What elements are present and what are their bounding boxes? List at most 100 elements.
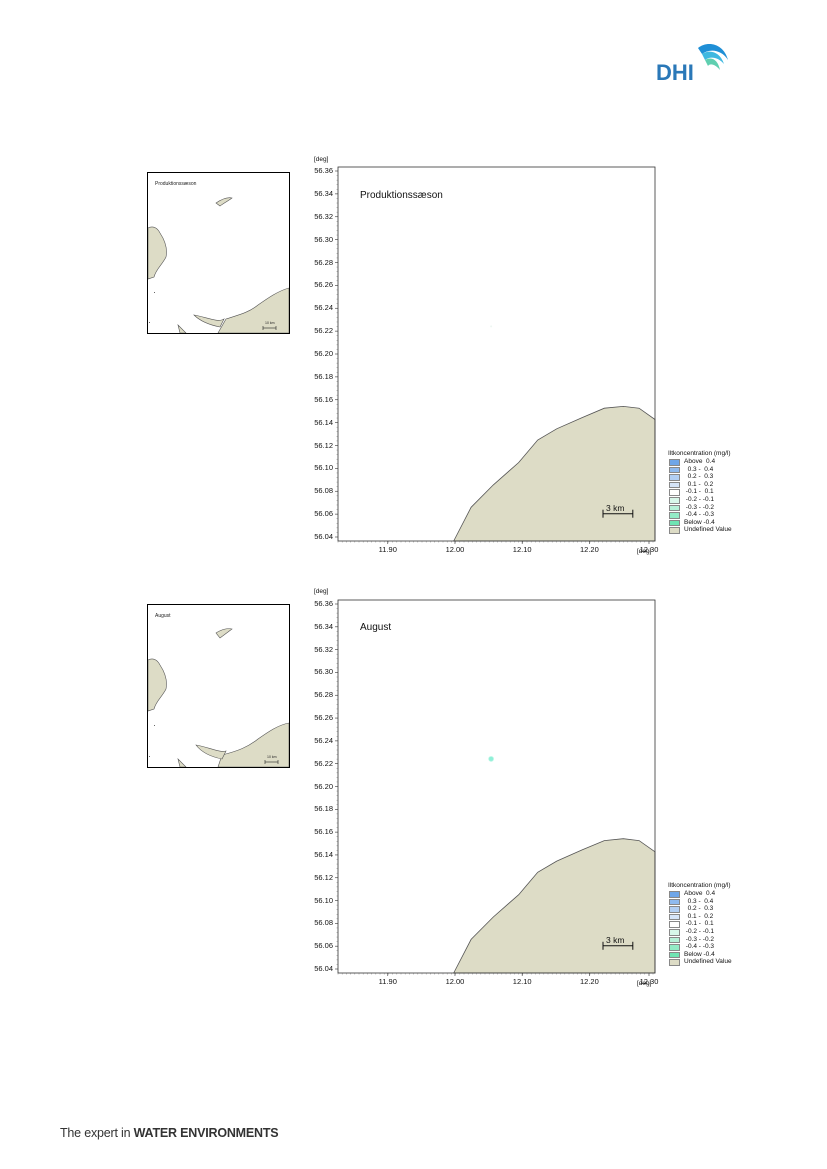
legend-swatch <box>669 512 680 519</box>
y-tick-label: 56.06 <box>314 941 333 951</box>
legend-item: Below -0.4 <box>668 518 758 527</box>
legend-item: Undefined Value <box>668 526 758 534</box>
legend-label: 0.1 - 0.2 <box>684 912 714 920</box>
legend-2: Iltkoncentration (mg/l) Above 0.4 0.3 - 0… <box>668 882 758 972</box>
y-tick-label: 56.24 <box>314 303 333 313</box>
legend-label: -0.3 - -0.2 <box>684 935 714 943</box>
x-tick-label: 12.30 <box>639 977 659 986</box>
y-tick-label: 56.26 <box>314 713 333 723</box>
overview-map-2-title: August <box>155 613 171 619</box>
legend-label: -0.3 - -0.2 <box>684 503 714 511</box>
legend-item: 0.2 - 0.3 <box>668 905 758 913</box>
legend-label: -0.1 - 0.1 <box>684 920 714 928</box>
x-unit-1: [deg] <box>637 548 652 555</box>
legend-swatch <box>669 481 680 489</box>
y-tick-label: 56.22 <box>314 758 333 768</box>
legend-item: -0.3 - -0.2 <box>668 503 758 512</box>
legend-label: Below -0.4 <box>684 950 715 958</box>
legend-swatch <box>669 936 680 944</box>
y-tick-label: 56.16 <box>314 394 333 404</box>
legend-label: 0.3 - 0.4 <box>684 897 714 905</box>
legend-swatch <box>669 898 680 906</box>
legend-swatch <box>669 951 680 959</box>
overview-map-2: August 10 km <box>147 604 290 768</box>
y-tick-label: 56.04 <box>314 964 333 973</box>
legend-item: 0.1 - 0.2 <box>668 912 758 921</box>
legend-label: 0.3 - 0.4 <box>684 465 714 473</box>
overview-map-1-title: Produktionssæson <box>155 181 197 187</box>
y-tick-label: 56.24 <box>314 735 333 745</box>
y-tick-label: 56.18 <box>314 804 333 814</box>
x-unit-2: [deg] <box>637 980 652 987</box>
y-tick-label: 56.12 <box>314 872 333 882</box>
legend-title: Iltkoncentration (mg/l) <box>668 882 731 889</box>
legend-item: Above 0.4 <box>668 458 758 466</box>
y-tick-label: 56.28 <box>314 257 333 267</box>
legend-item: 0.1 - 0.2 <box>668 480 758 489</box>
legend-swatch <box>669 459 680 466</box>
legend-swatch <box>669 527 680 534</box>
legend-label: 0.1 - 0.2 <box>684 480 714 488</box>
legend-item: 0.2 - 0.3 <box>668 473 758 481</box>
overview-map-2-land <box>148 628 289 767</box>
y-tick-label: 56.34 <box>314 188 333 198</box>
legend-item: -0.2 - -0.1 <box>668 496 758 504</box>
legend-label: -0.1 - 0.1 <box>684 488 714 496</box>
y-tick-label: 56.22 <box>314 326 333 336</box>
x-tick-label: 12.00 <box>445 545 465 554</box>
svg-text:DHI: DHI <box>656 60 694 84</box>
legend-item: 0.3 - 0.4 <box>668 897 758 906</box>
legend-item: -0.4 - -0.3 <box>668 943 758 951</box>
legend-swatch <box>669 929 680 936</box>
legend-label: Below -0.4 <box>684 518 715 526</box>
scale-bar-label-2: 3 km <box>606 935 625 945</box>
y-tick-label: 56.14 <box>314 849 333 859</box>
x-tick-label: 12.20 <box>579 977 599 986</box>
y-tick-label: 56.14 <box>314 417 333 427</box>
x-tick-label: 12.30 <box>639 545 659 554</box>
y-tick-label: 56.28 <box>314 690 333 700</box>
overview-map-1: Produktionssæson 10 km <box>147 172 290 334</box>
y-tick-label: 56.10 <box>314 895 333 905</box>
legend-label: Above 0.4 <box>684 458 716 465</box>
legend-1: Iltkoncentration (mg/l) Above 0.4 0.3 - 0… <box>668 450 758 540</box>
map-title-1: Produktionssæson <box>360 190 443 201</box>
y-tick-label: 56.30 <box>314 667 333 677</box>
legend-swatch <box>669 944 680 951</box>
legend-item: Above 0.4 <box>668 890 758 898</box>
legend-item: -0.1 - 0.1 <box>668 920 758 928</box>
legend-label: -0.4 - -0.3 <box>684 943 714 951</box>
y-tick-label: 56.06 <box>314 509 333 519</box>
y-tick-label: 56.18 <box>314 371 333 381</box>
overview-map-1-scale-label: 10 km <box>265 321 275 325</box>
legend-swatch <box>669 504 680 512</box>
footer-emphasis: WATER ENVIRONMENTS <box>133 1126 279 1140</box>
legend-item: -0.4 - -0.3 <box>668 511 758 519</box>
legend-label: 0.2 - 0.3 <box>684 905 714 913</box>
legend-swatch <box>669 906 680 913</box>
x-tick-label: 12.20 <box>579 545 599 554</box>
legend-label: -0.2 - -0.1 <box>684 928 714 935</box>
y-tick-label: 56.20 <box>314 349 333 358</box>
y-tick-label: 56.16 <box>314 827 333 837</box>
legend-label: -0.2 - -0.1 <box>684 496 714 503</box>
legend-swatch <box>669 891 680 898</box>
legend-swatch <box>669 913 680 921</box>
legend-label: Undefined Value <box>684 958 732 966</box>
footer-prefix: The expert in <box>60 1126 134 1140</box>
location-dot <box>490 325 493 328</box>
legend-item: Below -0.4 <box>668 950 758 959</box>
y-tick-label: 56.10 <box>314 463 333 473</box>
x-tick-label: 12.10 <box>512 977 532 986</box>
legend-swatch <box>669 497 680 504</box>
legend-swatch <box>669 959 680 966</box>
legend-label: Undefined Value <box>684 526 732 534</box>
y-tick-label: 56.34 <box>314 621 333 631</box>
y-tick-label: 56.36 <box>314 166 333 175</box>
legend-item: 0.3 - 0.4 <box>668 465 758 474</box>
legend-item: -0.3 - -0.2 <box>668 935 758 944</box>
overview-map-2-scale-label: 10 km <box>267 755 277 759</box>
legend-title: Iltkoncentration (mg/l) <box>668 450 731 457</box>
